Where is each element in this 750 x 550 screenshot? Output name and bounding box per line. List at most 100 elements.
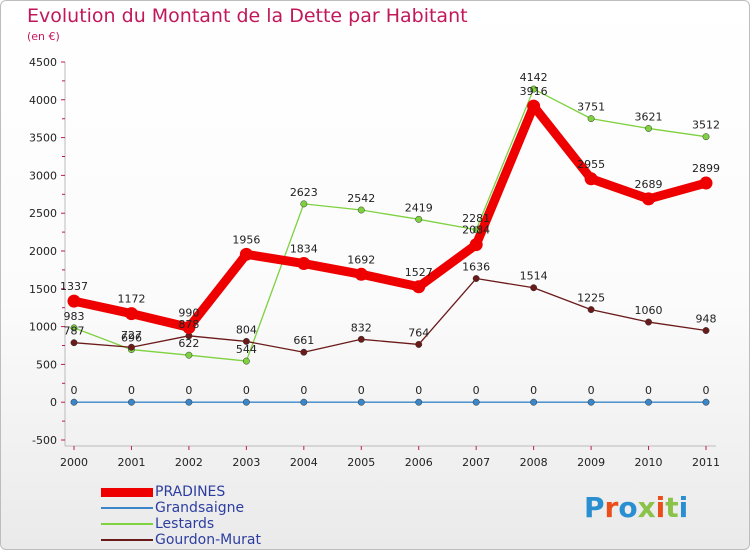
data-point (70, 324, 78, 332)
data-label: 764 (408, 326, 429, 339)
legend-swatch (101, 487, 153, 497)
y-tick-label: 4500 (29, 56, 57, 69)
data-label: 2955 (577, 158, 605, 171)
series-line-lestards (73, 88, 707, 362)
series-line-gourdon-murat (73, 277, 707, 353)
data-label: 0 (588, 384, 595, 397)
logo-letter: x (637, 491, 656, 524)
data-label: 2623 (290, 186, 318, 199)
x-tick-label: 2002 (175, 456, 203, 469)
data-point (300, 398, 308, 406)
data-point (357, 398, 365, 406)
data-point (412, 280, 426, 294)
x-tick-label: 2007 (462, 456, 490, 469)
data-label: 661 (293, 334, 314, 347)
data-point (530, 85, 538, 93)
y-tick-label: 3500 (29, 132, 57, 145)
data-point (645, 318, 652, 326)
data-label: 2899 (692, 162, 720, 175)
data-point (645, 125, 652, 132)
data-label: 3512 (692, 119, 720, 132)
data-label: 0 (473, 384, 480, 397)
logo-letter: i (655, 491, 666, 524)
proxiti-logo: Proxiti (584, 491, 688, 524)
logo-letter: o (618, 491, 638, 524)
x-tick-label: 2001 (117, 456, 145, 469)
data-label: 622 (178, 337, 199, 350)
data-label: 696 (121, 332, 142, 345)
data-point (472, 226, 480, 234)
y-tick-label: 2500 (29, 207, 57, 220)
data-label: 1834 (290, 243, 318, 256)
legend-label: Grandsaigne (155, 500, 245, 516)
data-label: 832 (351, 321, 372, 334)
y-tick-label: 2000 (29, 245, 57, 258)
data-label: 0 (645, 384, 652, 397)
data-point (527, 99, 541, 113)
data-label: 3621 (635, 110, 663, 123)
data-label: 2689 (635, 178, 663, 191)
data-label: 727 (121, 329, 142, 342)
data-point (185, 351, 193, 359)
data-point (415, 398, 423, 406)
data-label: 0 (71, 384, 78, 397)
legend-swatch (101, 507, 153, 509)
data-label: 2281 (462, 212, 490, 225)
data-point (357, 335, 365, 343)
x-tick-label: 2009 (577, 456, 605, 469)
data-point (242, 337, 250, 345)
series-lines (73, 88, 708, 403)
data-point (642, 192, 656, 206)
data-label: 990 (178, 306, 199, 319)
y-tick-label: 1000 (29, 321, 57, 334)
data-point (584, 172, 598, 186)
data-point (239, 247, 253, 261)
data-point (128, 398, 135, 406)
data-point (70, 339, 78, 347)
data-point (242, 357, 250, 365)
x-tick-label: 2008 (520, 456, 548, 469)
data-point (469, 238, 483, 252)
data-point (587, 398, 595, 406)
data-point (702, 327, 710, 334)
legend-label: Lestards (155, 516, 215, 532)
data-point (182, 320, 196, 334)
legend-swatch (101, 539, 153, 541)
data-label: 1636 (462, 261, 490, 274)
x-tick-label: 2000 (60, 456, 88, 469)
data-label: 983 (64, 310, 85, 323)
legend-label: PRADINES (155, 484, 226, 500)
y-tick-label: 3000 (29, 169, 57, 182)
data-label: 2419 (405, 201, 433, 214)
data-point (530, 398, 538, 406)
data-point (185, 398, 193, 406)
data-label: 0 (243, 384, 250, 397)
data-point (300, 348, 308, 356)
data-point (242, 398, 250, 406)
data-label: 1337 (60, 280, 88, 293)
data-point (587, 306, 595, 314)
data-point (124, 307, 138, 321)
logo-letter: r (604, 491, 619, 524)
data-label: 1172 (117, 293, 145, 306)
chart-subtitle: (en €) (27, 30, 60, 43)
y-tick-label: 0 (50, 396, 57, 409)
series-line-pradines (73, 101, 708, 332)
y-tick-label: -500 (32, 434, 57, 447)
data-label: 787 (64, 325, 85, 338)
data-point (300, 200, 308, 208)
data-point (587, 115, 595, 123)
data-label: 1225 (577, 292, 605, 305)
data-point (472, 398, 480, 406)
data-label: 0 (415, 384, 422, 397)
data-label: 544 (236, 343, 257, 356)
data-label: 878 (178, 318, 199, 331)
data-point (472, 275, 480, 282)
logo-letter: P (584, 491, 605, 524)
x-tick-label: 2004 (290, 456, 318, 469)
data-label: 0 (185, 384, 192, 397)
data-label: 1527 (405, 266, 433, 279)
chart-axes: -500 0 500 1000 1500 2000 2500 3000 3500 4000 4500… (29, 56, 720, 469)
